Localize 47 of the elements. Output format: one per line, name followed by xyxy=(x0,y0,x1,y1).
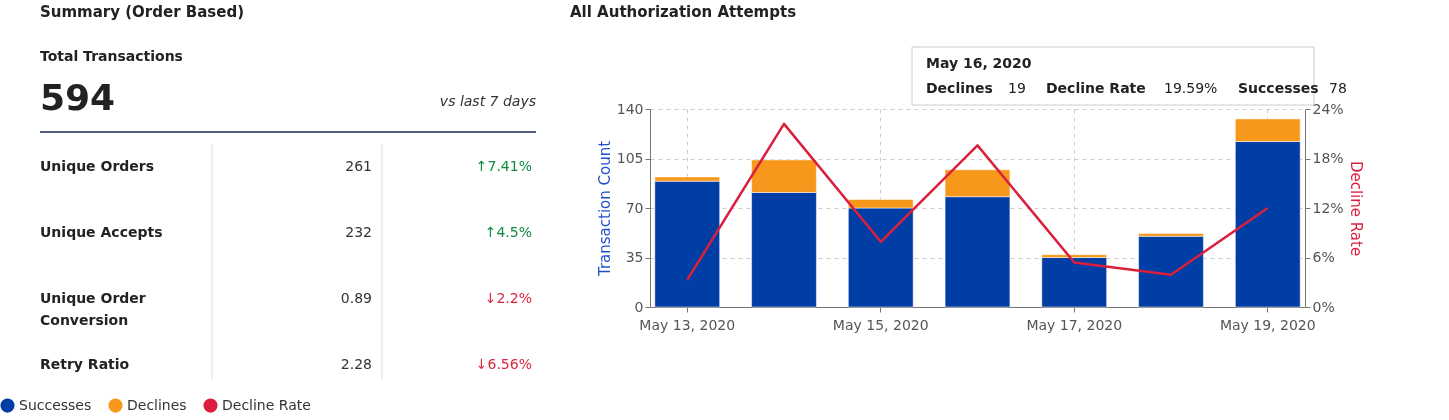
bar xyxy=(654,180,720,308)
y-tick-label: 70 xyxy=(625,199,644,216)
y2-tick-label: 6% xyxy=(1312,249,1335,265)
x-tick-label: May 13, 2020 xyxy=(639,316,736,333)
line-series xyxy=(686,122,1269,282)
text: 19 xyxy=(1008,80,1026,96)
y-tick-label: 0 xyxy=(634,298,644,315)
bar xyxy=(1138,236,1204,308)
text: Unique Accepts xyxy=(40,224,163,240)
text: vs last 7 days xyxy=(439,93,536,109)
y2-tick-label: 18% xyxy=(1312,150,1344,166)
text: Total Transactions xyxy=(40,48,183,64)
text: Unique Order Conversion xyxy=(40,290,146,328)
text: May 16, 2020 xyxy=(926,55,1032,71)
text: Declines xyxy=(926,80,993,96)
y2-axis-title: Decline Rate xyxy=(1346,160,1365,257)
text: ↑4.5% xyxy=(484,224,532,240)
y2-tick-label: 24% xyxy=(1312,100,1344,117)
text: ↑7.41% xyxy=(475,158,532,174)
text: ↓6.56% xyxy=(475,356,532,372)
y-tick-label: 140 xyxy=(616,100,644,117)
y-tick-label: 35 xyxy=(625,249,644,265)
y2-tick-label: 0% xyxy=(1312,298,1335,315)
x-tick-label: May 19, 2020 xyxy=(1219,316,1316,333)
text: 261 xyxy=(345,158,372,174)
text: Retry Ratio xyxy=(40,356,130,372)
text: Summary (Order Based) xyxy=(40,3,245,21)
text: ↓2.2% xyxy=(484,290,532,306)
y2-tick-label: 12% xyxy=(1312,199,1344,216)
x-tick-label: May 17, 2020 xyxy=(1026,316,1123,333)
text: Unique Orders xyxy=(40,158,155,174)
bar xyxy=(1041,257,1107,308)
y-axis-title: Transaction Count xyxy=(595,140,614,278)
x-tick-label: May 15, 2020 xyxy=(832,316,929,333)
text: 78 xyxy=(1329,80,1347,96)
y-tick-label: 105 xyxy=(616,150,644,166)
legend-label: Successes xyxy=(19,396,92,413)
text: 594 xyxy=(40,77,116,118)
text: 0.89 xyxy=(340,290,372,306)
legend-label: Declines xyxy=(127,396,187,413)
text: 2.28 xyxy=(340,356,372,372)
text: 19.59% xyxy=(1164,80,1218,96)
text: 232 xyxy=(345,224,372,240)
text: Decline Rate xyxy=(1046,80,1146,96)
text: Successes xyxy=(1238,80,1319,96)
chart-title: All Authorization Attempts xyxy=(570,3,797,21)
legend-label: Decline Rate xyxy=(222,396,311,413)
